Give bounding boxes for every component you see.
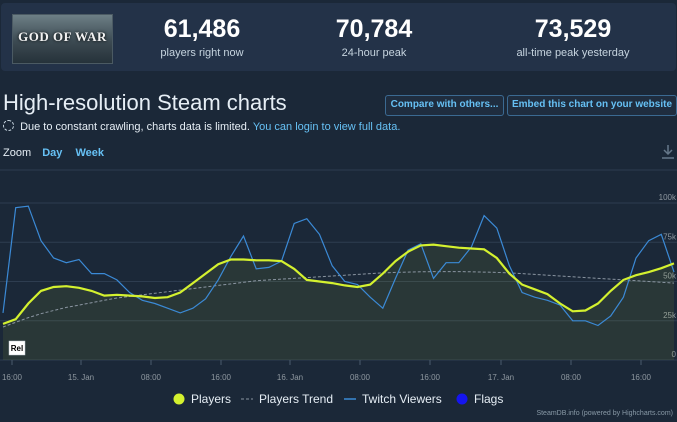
game-logo-text: GOD OF WAR [18,29,107,44]
legend-item-flags[interactable]: Flags [456,391,503,407]
twitch-viewers-line [2,205,675,327]
legend-item-twitch-viewers[interactable]: Twitch Viewers [344,391,442,407]
y-tick-label: 50k [663,272,677,281]
stat-value: 73,529 [534,15,612,43]
y-tick-label: 75k [663,232,677,241]
x-tick-label: 16:00 [420,373,441,382]
legend-label: Flags [474,392,504,406]
legend-label: Twitch Viewers [362,392,442,406]
release-flag-label: Rel [11,344,23,353]
stat-value: 61,486 [163,15,241,43]
stat-value: 70,784 [335,15,413,43]
players-legend-marker-icon [173,393,185,405]
notice-text: Due to constant crawling, charts data is… [20,121,250,133]
stats-bar: GOD OF WAR 61,486 players right now 70,7… [1,3,676,71]
flags-legend-marker-icon [456,393,468,405]
login-link[interactable]: You can login to view full data. [252,121,401,133]
zoom-label: Zoom [3,147,32,159]
players-line [2,243,675,325]
page-title: High-resolution Steam charts [3,90,287,115]
legend-item-players-trend[interactable]: Players Trend [241,391,333,407]
x-tick-label: 17. Jan [488,373,514,382]
x-tick-label: 08:00 [561,373,582,382]
twitch-legend-line-icon [344,398,356,400]
crawl-notice: Due to constant crawling, charts data is… [3,120,400,133]
game-logo[interactable]: GOD OF WAR [12,14,113,64]
x-tick-label: 16. Jan [277,373,303,382]
x-tick-label: 08:00 [141,373,162,382]
stat-label: players right now [160,47,244,59]
stat-label: 24-hour peak [341,47,407,59]
y-tick-label: 100k [659,193,677,202]
x-tick-label: 16:00 [211,373,232,382]
loading-spinner-icon [3,120,14,131]
embed-chart-button[interactable]: Embed this chart on your website [507,95,677,116]
download-icon[interactable] [661,144,675,160]
stat-all-time-peak: 73,529 all-time peak yesterday [498,14,648,59]
trend-legend-line-icon [241,398,253,400]
x-tick-label: 15. Jan [68,373,94,382]
compare-button[interactable]: Compare with others... [385,95,504,116]
stat-label: all-time peak yesterday [516,47,630,59]
chart-legend: Players Players Trend Twitch Viewers Fla… [0,391,677,407]
legend-label: Players Trend [259,392,334,406]
stat-24h-peak: 70,784 24-hour peak [299,14,449,59]
y-tick-label: 0 [672,350,677,359]
zoom-controls: Zoom Day Week [3,147,114,159]
y-tick-label: 25k [663,311,677,320]
x-tick-label: 16:00 [631,373,652,382]
legend-label: Players [191,392,232,406]
players-area [3,244,674,360]
chart-credits[interactable]: SteamDB.info (powered by Highcharts.com) [536,410,673,417]
player-chart: 0 25k 50k 75k 100k 16:00 15. Jan 08:00 16:00 16. … [0,169,677,382]
legend-item-players[interactable]: Players [173,391,231,407]
x-tick-label: 16:00 [2,373,23,382]
stat-current-players: 61,486 players right now [127,14,277,59]
release-flag [8,340,26,356]
zoom-week-button[interactable]: Week [75,147,104,159]
players-trend-line [2,271,675,328]
x-tick-label: 08:00 [350,373,371,382]
zoom-day-button[interactable]: Day [42,147,63,159]
